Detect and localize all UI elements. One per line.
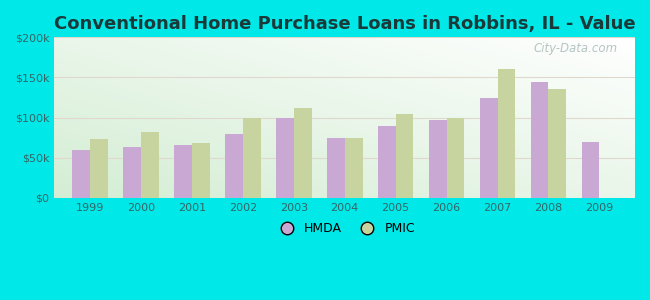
Bar [497, 70, 515, 198]
Bar [582, 142, 599, 198]
Bar [174, 145, 192, 198]
Bar [124, 147, 141, 198]
Bar [294, 108, 311, 198]
Bar [243, 118, 261, 198]
Title: Conventional Home Purchase Loans in Robbins, IL - Value: Conventional Home Purchase Loans in Robb… [54, 15, 636, 33]
Bar [480, 98, 497, 198]
Bar [327, 138, 344, 198]
Bar [225, 134, 243, 198]
Bar [429, 120, 447, 198]
Bar [141, 132, 159, 198]
Bar [378, 126, 396, 198]
Bar [549, 89, 566, 198]
Bar [90, 139, 108, 198]
Bar [447, 118, 464, 198]
Bar [276, 118, 294, 198]
Text: City-Data.com: City-Data.com [534, 42, 618, 55]
Bar [72, 150, 90, 198]
Bar [530, 82, 549, 198]
Bar [344, 138, 363, 198]
Bar [396, 114, 413, 198]
Legend: HMDA, PMIC: HMDA, PMIC [269, 217, 421, 240]
Bar [192, 143, 210, 198]
